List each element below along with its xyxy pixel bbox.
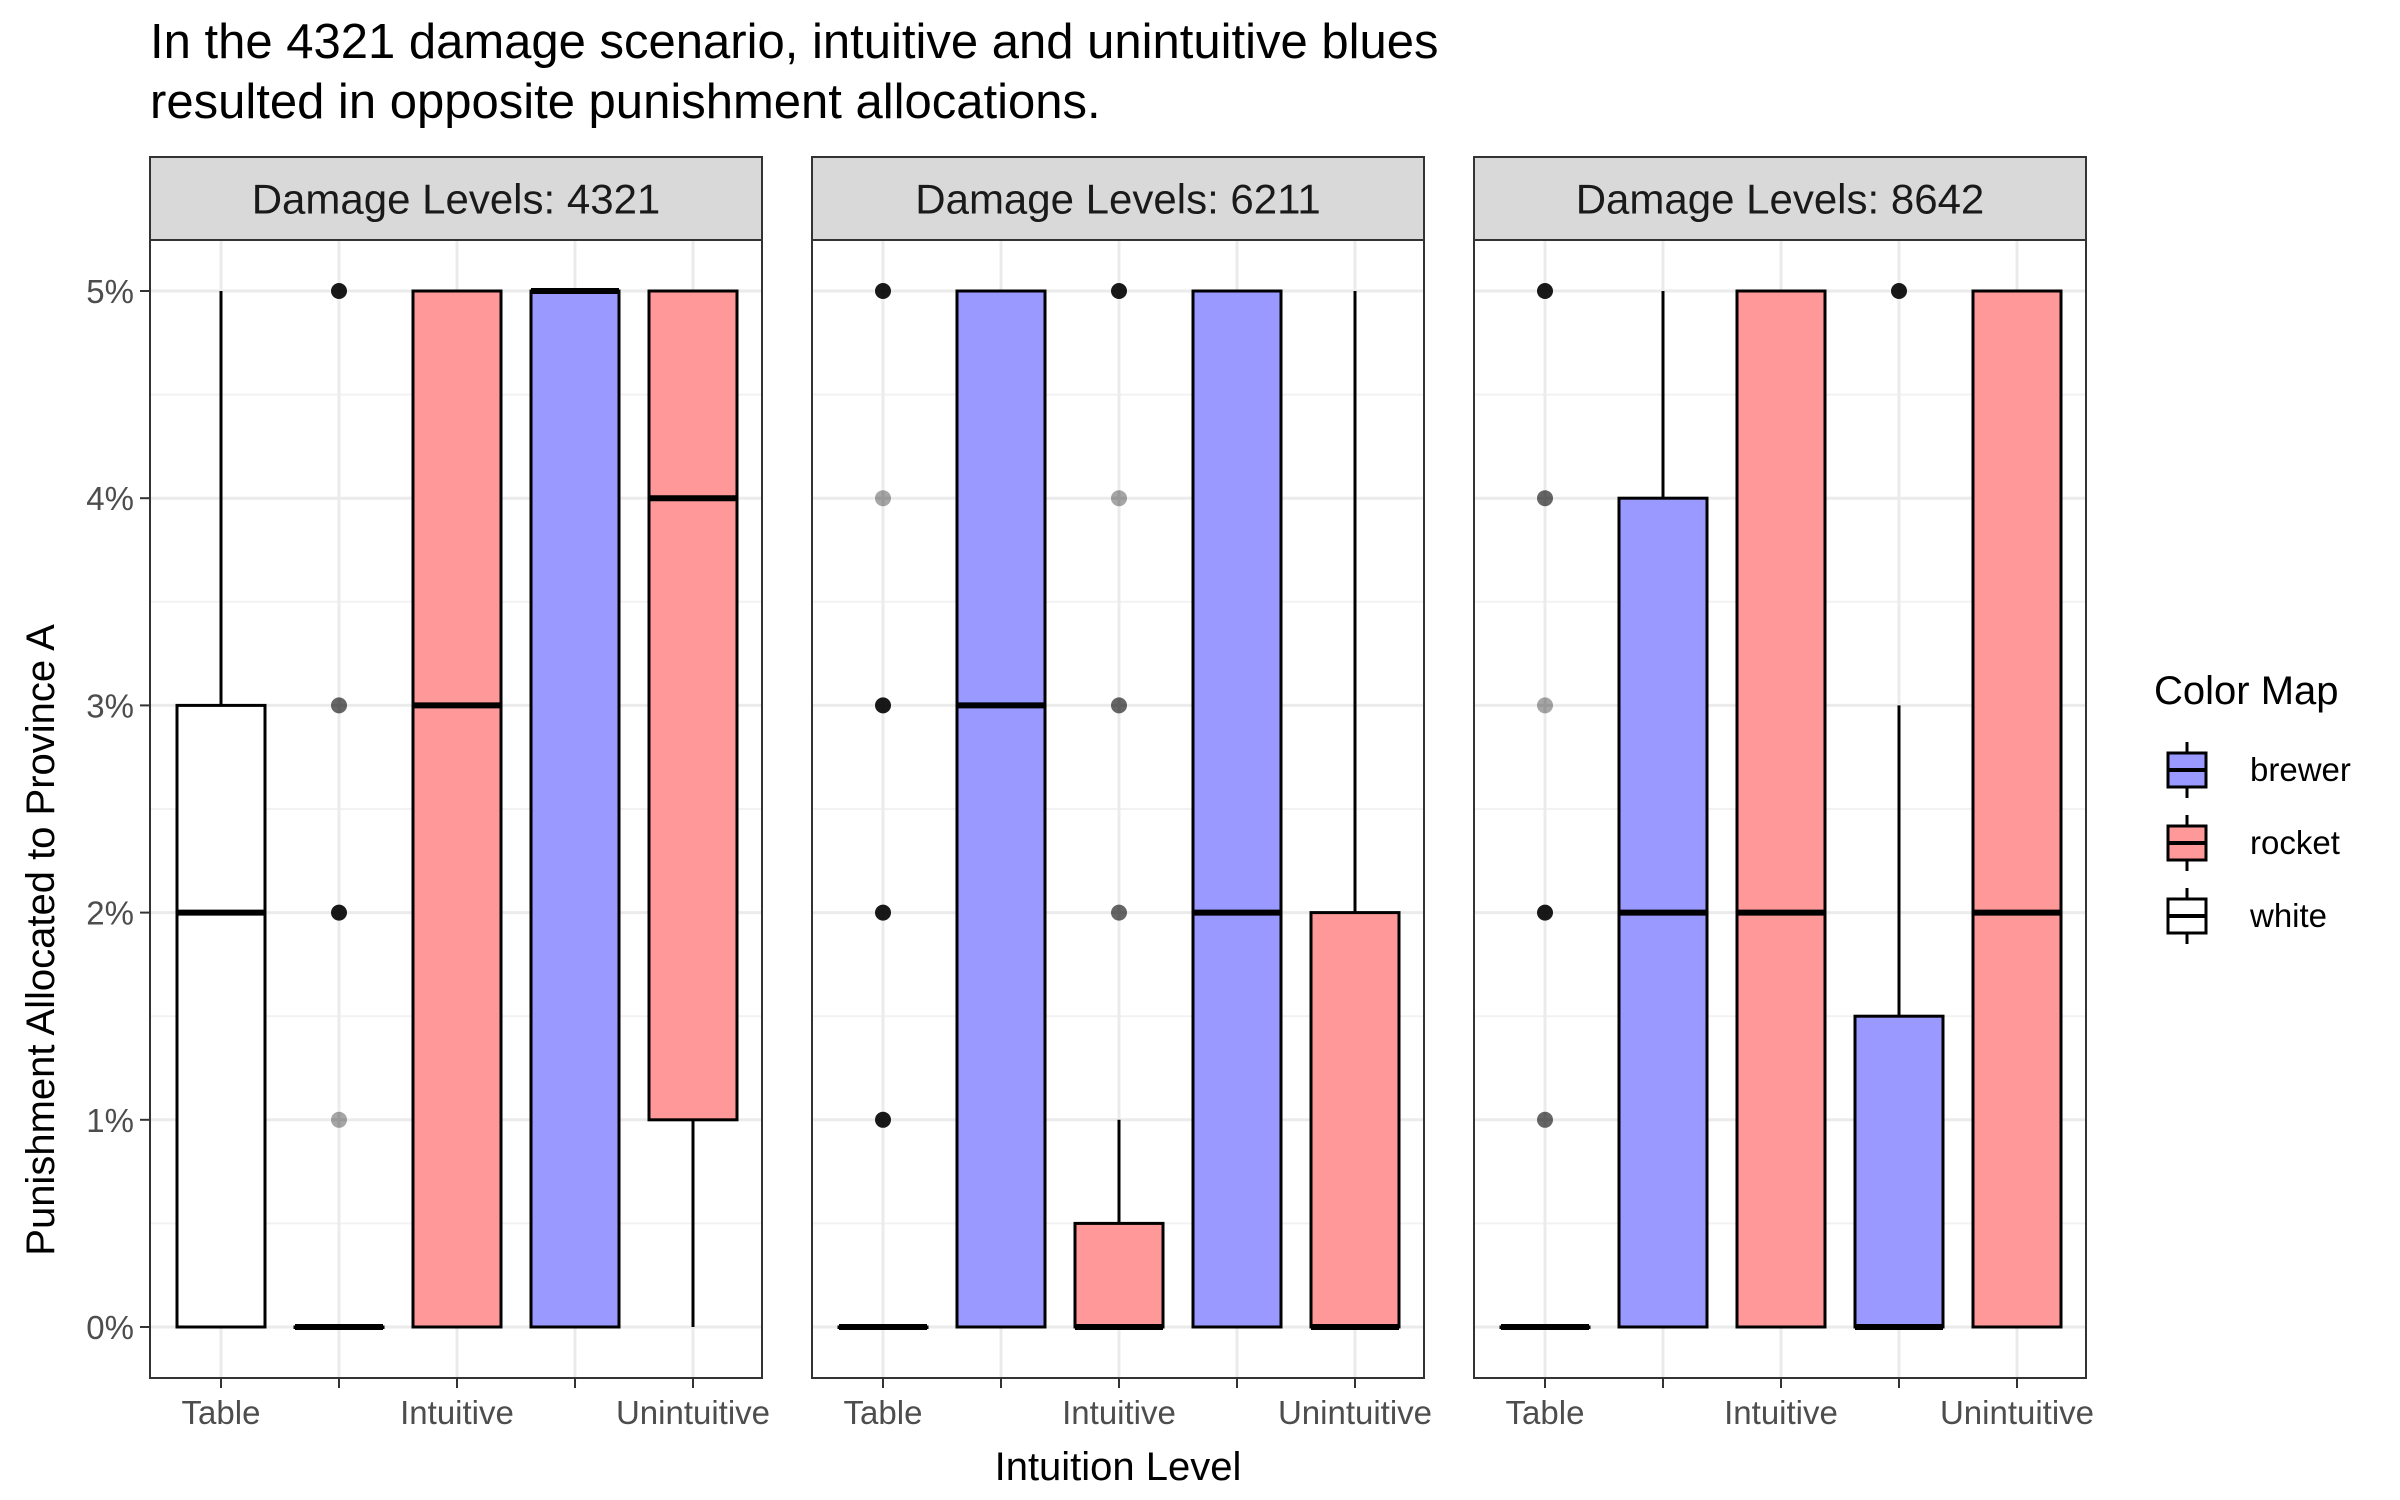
x-tick-label: Unintuitive [1278,1394,1432,1431]
box-body [647,289,739,1122]
box-3 [411,289,503,1329]
outlier-point [1111,283,1127,299]
outlier-point [1537,697,1553,714]
y-axis-label: Punishment Allocated to Province A [19,624,63,1256]
legend-title: Color Map [2154,669,2339,713]
strip-background [811,156,1425,241]
outlier-point [1537,1111,1553,1128]
x-axis-label: Intuition Level [995,1445,1242,1489]
box-3 [1735,289,1827,1329]
x-tick-label: Intuitive [400,1394,514,1431]
box-body [1073,1221,1165,1329]
x-tick-label: Unintuitive [1940,1394,2094,1431]
box-body [1853,1014,1945,1329]
chart-title-line-1: In the 4321 damage scenario, intuitive a… [150,15,1438,69]
outlier-point [1111,904,1127,921]
x-tick-label: Unintuitive [616,1394,770,1431]
box-body [175,703,267,1329]
box-1 [1499,283,1591,1330]
chart-title-line-2: resulted in opposite punishment allocati… [150,75,1101,129]
outlier-point [875,490,891,507]
y-tick-label: 0% [86,1309,134,1346]
panel-3: Damage Levels: 8642 Table Intuitive Unintui… [1473,156,2094,1431]
outlier-point [1111,697,1127,714]
y-tick-label: 5% [86,273,134,310]
x-tick-label: Intuitive [1724,1394,1838,1431]
outlier-point [331,1111,347,1128]
strip-label: Damage Levels: 4321 [252,176,661,223]
box-body [529,289,621,1329]
outlier-point [1891,283,1907,299]
x-tick-label: Table [844,1394,923,1431]
box-3 [1073,283,1165,1330]
box-body [1191,289,1283,1329]
y-tick-label: 4% [86,480,134,517]
box-2 [293,283,385,1330]
strip-label: Damage Levels: 8642 [1576,176,1985,223]
y-tick-label: 2% [86,895,134,932]
y-tick-label: 1% [86,1102,134,1139]
strip-background [1473,156,2087,241]
legend-label: rocket [2250,824,2340,861]
outlier-point [875,697,891,714]
legend-entry-rocket: rocket [2166,815,2340,871]
box-4 [1853,283,1945,1330]
box-5 [1971,289,2063,1329]
box-1 [175,291,267,1329]
box-2 [955,289,1047,1329]
x-tick-label: Intuitive [1062,1394,1176,1431]
box-4 [1191,289,1283,1329]
legend-entry-white: white [2166,888,2327,944]
box-5 [1309,291,1401,1330]
x-tick-label: Table [1506,1394,1585,1431]
panels: Damage Levels: 4321 Table Intuitive Unintui… [86,156,2094,1431]
outlier-point [875,904,891,921]
x-tick-label: Table [182,1394,261,1431]
strip-label: Damage Levels: 6211 [915,176,1320,223]
outlier-point [1111,490,1127,507]
panel-1: Damage Levels: 4321 Table Intuitive Unintui… [86,156,770,1431]
box-body [411,289,503,1329]
box-1 [837,283,929,1330]
box-2 [1617,291,1709,1329]
legend-label: white [2249,897,2327,934]
legend-label: brewer [2250,751,2351,788]
legend: Color Map brewer rocket white [2154,669,2351,944]
legend-entry-brewer: brewer [2166,742,2351,798]
box-body [1309,911,1401,1329]
panel-2: Damage Levels: 6211 Table Intuitive Unintui… [811,156,1432,1431]
outlier-point [331,283,347,299]
outlier-point [875,283,891,299]
y-tick-label: 3% [86,687,134,724]
box-5 [647,289,739,1327]
outlier-point [1537,490,1553,507]
box-body [1735,289,1827,1329]
outlier-point [1537,283,1553,299]
outlier-point [1537,904,1553,921]
outlier-point [875,1111,891,1128]
box-4 [529,288,621,1329]
box-body [1971,289,2063,1329]
outlier-point [331,697,347,714]
box-body [955,289,1047,1329]
strip-background [149,156,763,241]
outlier-point [331,904,347,921]
